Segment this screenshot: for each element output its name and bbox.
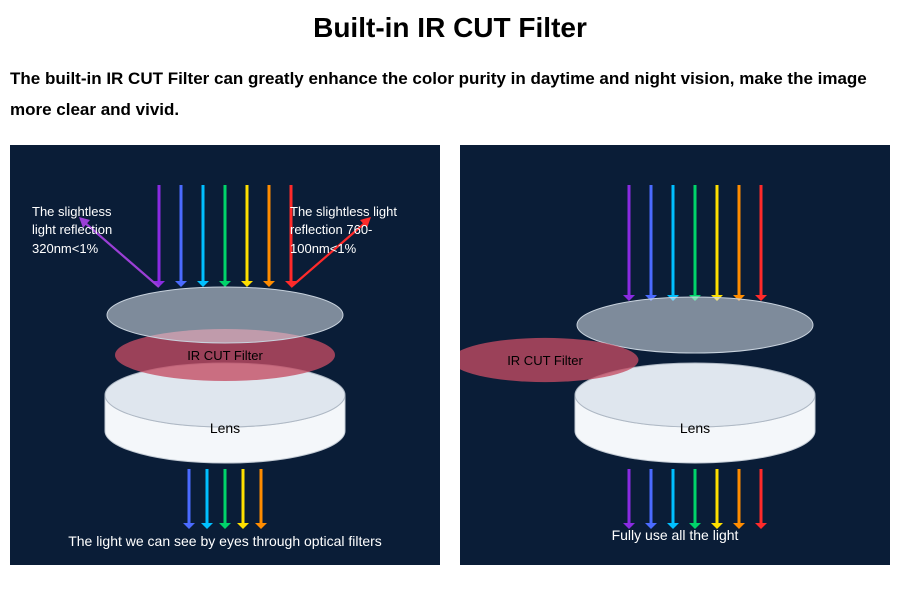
page-title: Built-in IR CUT Filter [0,12,900,44]
caption-right: Fully use all the light [460,527,890,543]
panel-night-mode: Lens IR CUT Filter Fully use all the ligh… [460,145,890,565]
svg-text:Lens: Lens [680,420,710,436]
panel-day-mode: Lens IR CUT Filter The slightless light r… [10,145,440,565]
caption-left: The light we can see by eyes through opt… [10,533,440,549]
note-left-reflection: The slightless light reflection 320nm<1% [32,203,152,258]
panels-row: Lens IR CUT Filter The slightless light r… [10,145,890,565]
svg-text:IR CUT Filter: IR CUT Filter [187,348,263,363]
svg-text:IR CUT Filter: IR CUT Filter [507,353,583,368]
svg-text:Lens: Lens [210,420,240,436]
note-right-reflection: The slightless light reflection 760- 100… [290,203,430,258]
diagram-right: Lens IR CUT Filter [460,145,890,565]
description: The built-in IR CUT Filter can greatly e… [10,64,890,125]
